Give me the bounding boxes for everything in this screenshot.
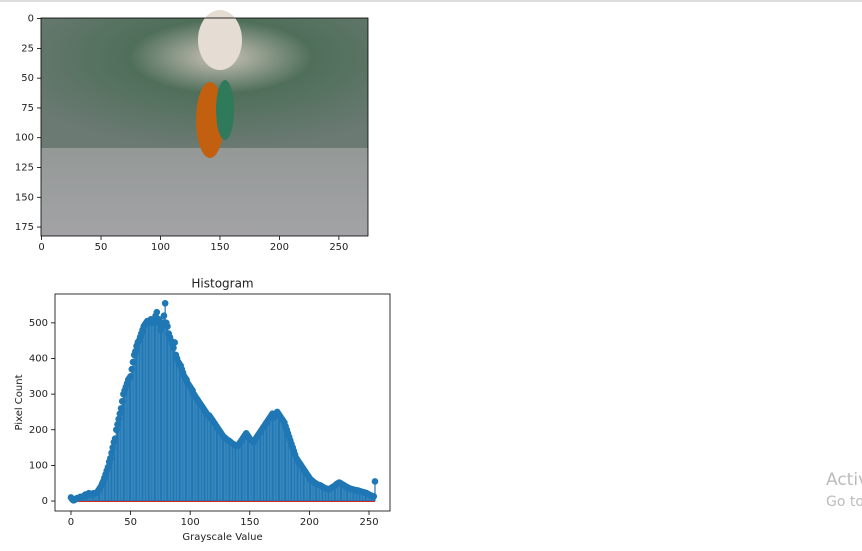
stem-marker [118, 397, 126, 405]
stem-marker [370, 493, 378, 500]
axes-frame [54, 293, 391, 512]
y-tick-label: 0 [28, 14, 34, 25]
y-tick-label: 25 [21, 43, 34, 54]
stem-marker [104, 463, 112, 471]
stem-marker [108, 449, 115, 457]
stem-marker [164, 323, 171, 330]
stem-marker [129, 358, 137, 366]
y-tick-label: 125 [15, 163, 34, 174]
y-tick-label: 500 [29, 318, 48, 329]
axes-frame [40, 17, 369, 237]
x-tick-label: 250 [359, 517, 378, 528]
y-tick-label: 100 [29, 460, 48, 471]
x-tick-label: 250 [329, 242, 348, 253]
watermark-line: Go to [826, 494, 862, 510]
y-tick-label: 175 [15, 222, 34, 233]
stem-marker [117, 405, 125, 412]
stem-marker [160, 312, 168, 320]
stem-marker [128, 365, 136, 373]
y-tick-label: 300 [29, 389, 48, 400]
x-tick-label: 200 [300, 517, 319, 528]
x-tick-label: 150 [210, 242, 229, 253]
y-tick-label: 0 [42, 496, 48, 507]
y-tick-label: 100 [15, 133, 34, 144]
y-axis-label: Pixel Count [14, 374, 25, 430]
stem-marker [111, 435, 119, 442]
y-tick-label: 75 [21, 103, 34, 114]
x-tick-label: 100 [181, 517, 200, 528]
stem-marker [161, 299, 169, 307]
watermark-line: Activ [826, 470, 862, 490]
x-tick-label: 50 [95, 242, 108, 253]
stem-marker [114, 421, 121, 428]
x-tick-label: 50 [124, 517, 137, 528]
stem-marker [371, 478, 379, 485]
stem-marker [109, 444, 117, 451]
y-tick-label: 50 [21, 73, 34, 84]
stem-marker [132, 348, 139, 355]
x-axis-label: Grayscale Value [182, 532, 262, 543]
stem-marker [116, 410, 124, 418]
stem-marker [107, 454, 114, 462]
image-content [41, 10, 368, 236]
stem-marker [115, 415, 122, 423]
stem-marker [171, 339, 178, 346]
x-tick-label: 0 [68, 517, 74, 528]
x-tick-label: 200 [270, 242, 289, 253]
x-tick-label: 0 [38, 242, 44, 253]
stem-marker [112, 426, 120, 434]
stem-marker [153, 308, 161, 316]
y-tick-label: 150 [15, 192, 34, 203]
stem-marker [127, 373, 134, 380]
chart-title: Histogram [191, 277, 253, 291]
x-tick-label: 100 [151, 242, 170, 253]
stem-marker [170, 344, 177, 352]
x-tick-label: 150 [240, 517, 259, 528]
y-tick-label: 400 [29, 353, 48, 364]
y-tick-label: 200 [29, 425, 48, 436]
